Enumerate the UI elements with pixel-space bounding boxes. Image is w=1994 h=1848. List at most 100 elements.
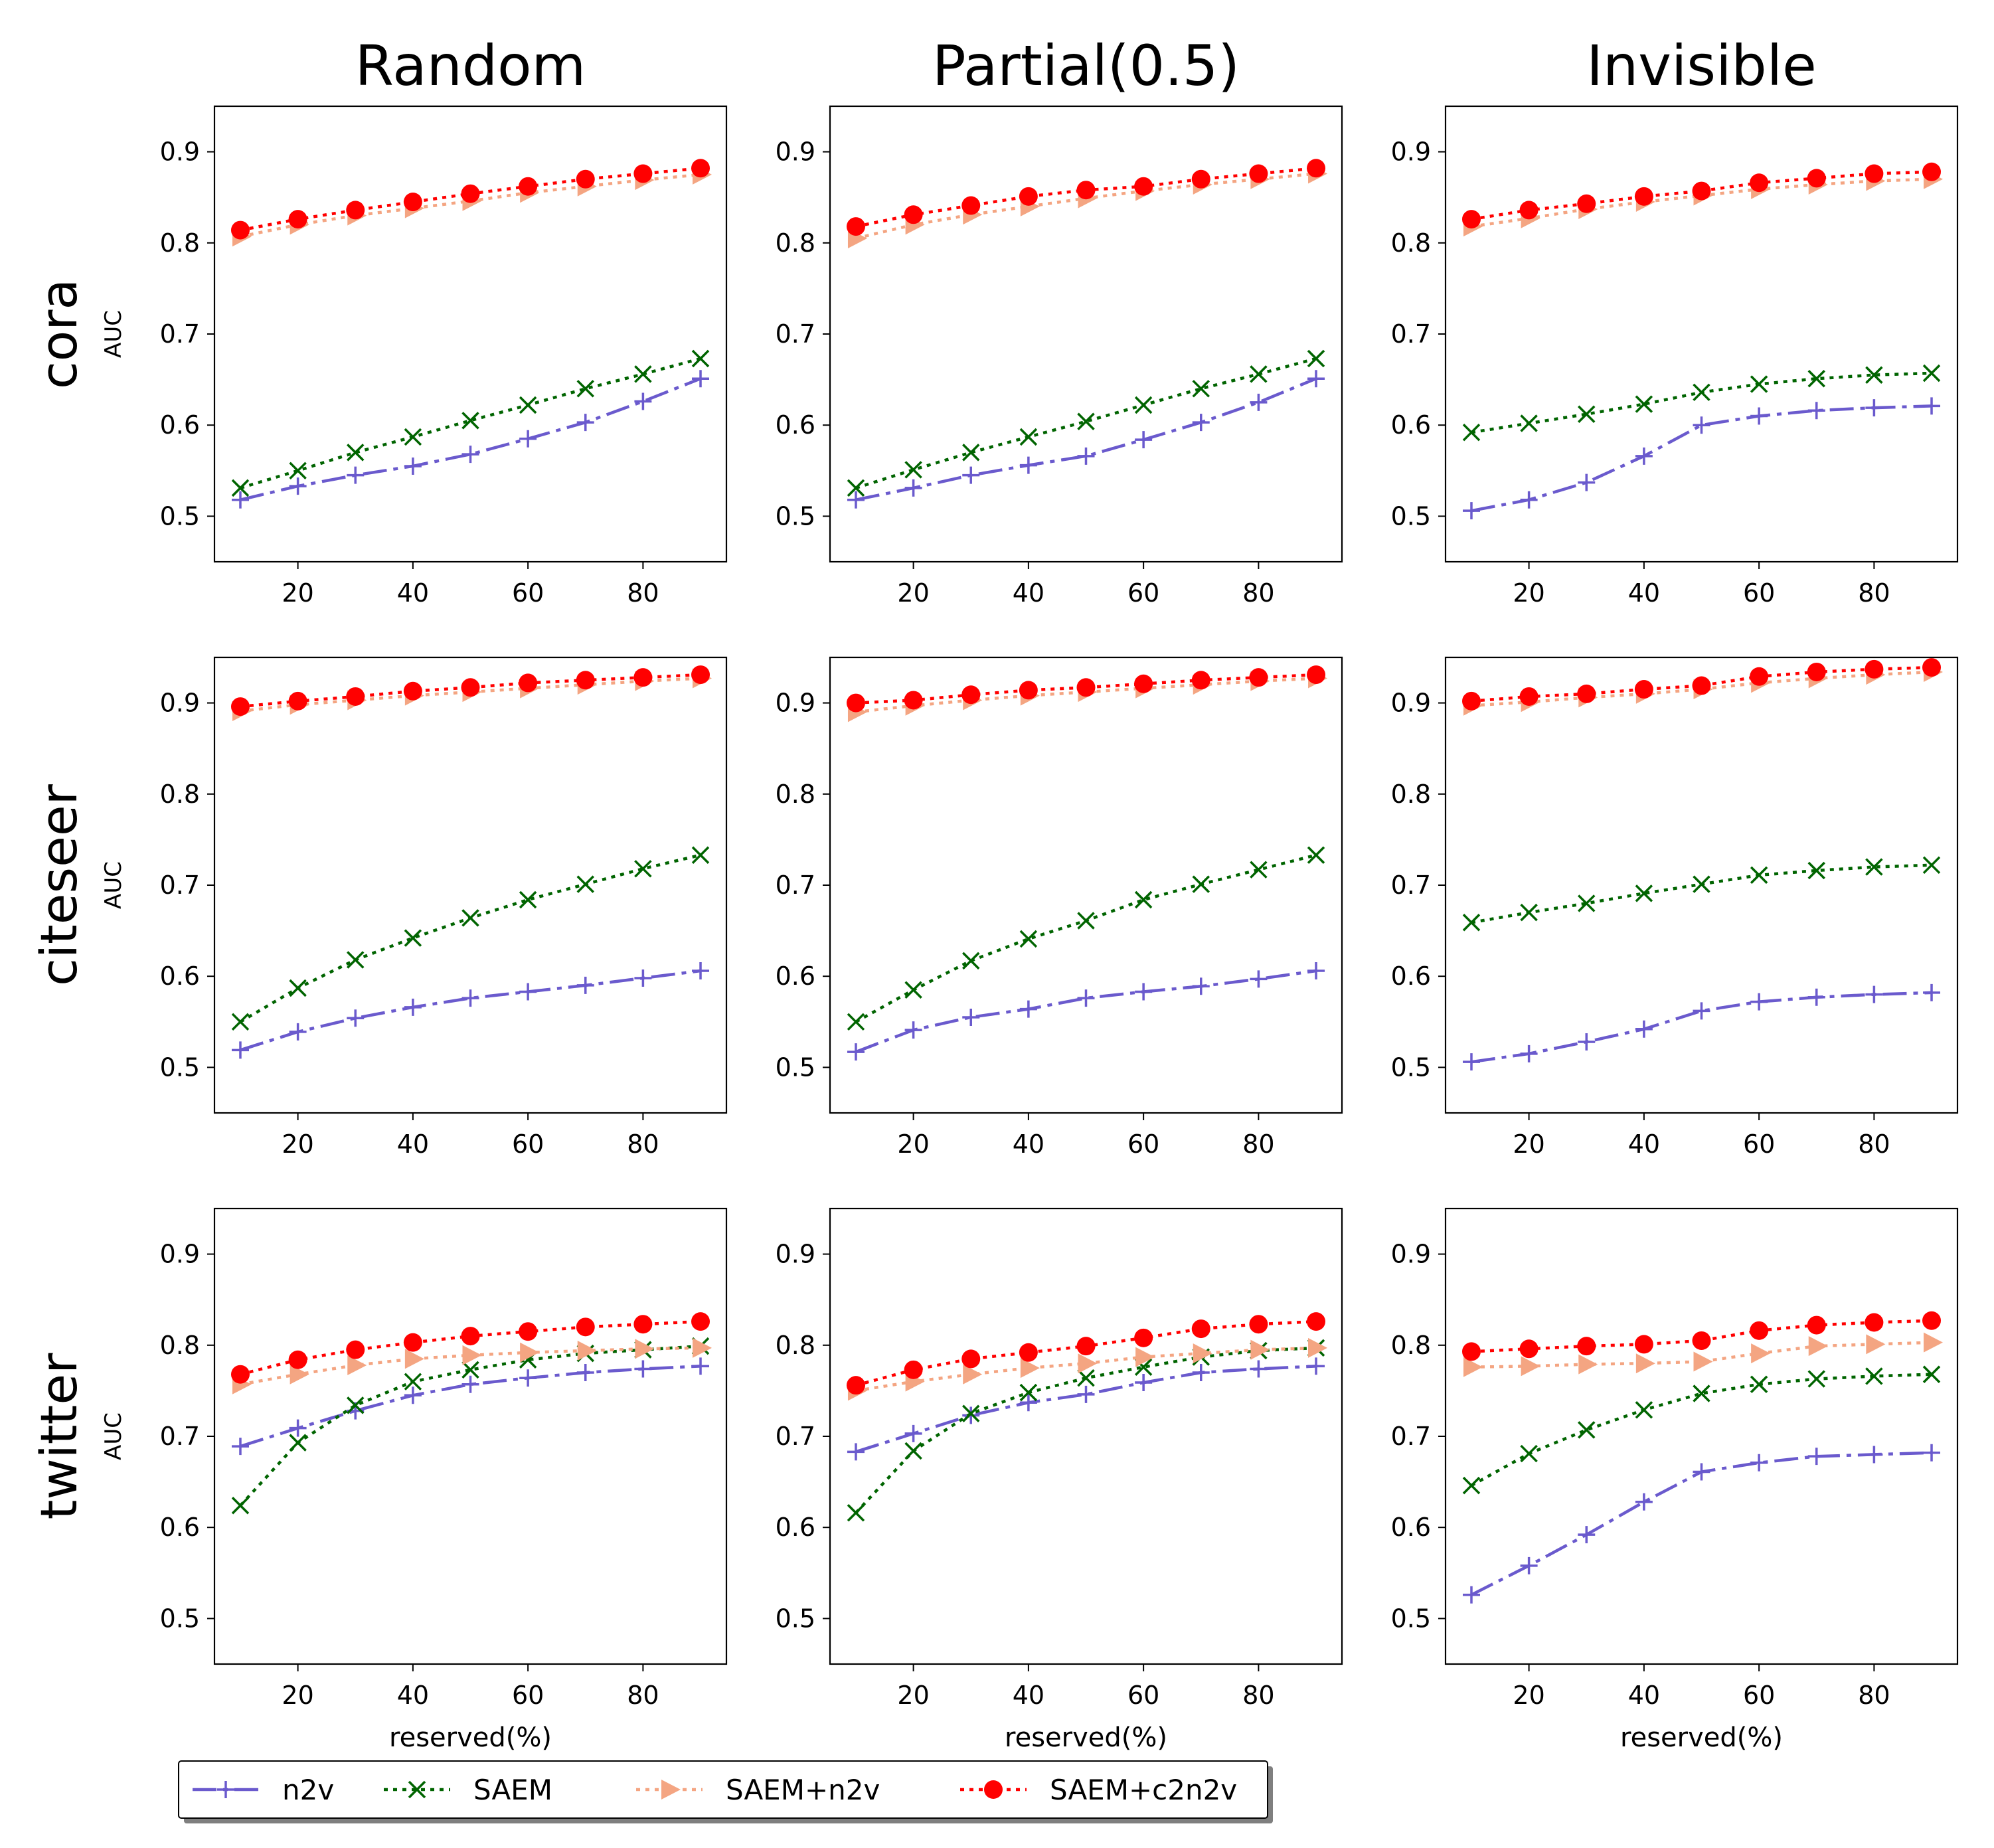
point-n2v [231, 491, 249, 509]
y-tick-label: 0.6 [776, 962, 815, 991]
panel-citeseer-0: 0.5 0.6 0.7 0.8 0.9 20 40 60 80 AUC [100, 656, 728, 1159]
y-tick-label: 0.8 [776, 1331, 815, 1360]
point-saem_c2n2v [846, 1376, 865, 1395]
point-n2v [1019, 1000, 1037, 1018]
point-n2v [1077, 1385, 1095, 1403]
point-saem_n2v [1866, 1334, 1886, 1355]
y-tick-label: 0.6 [160, 962, 200, 991]
point-saem_c2n2v [519, 177, 538, 196]
x-tick-label: 40 [397, 1681, 429, 1710]
y-tick-label: 0.6 [776, 410, 815, 440]
y-tick-label: 0.5 [160, 1604, 200, 1633]
point-saem_c2n2v [230, 697, 250, 716]
legend-label-n2v: n2v [282, 1774, 334, 1806]
point-n2v [692, 962, 710, 979]
point-saem_c2n2v [904, 1360, 923, 1379]
point-saem_c2n2v [1865, 164, 1884, 183]
column-title-1: Partial(0.5) [932, 33, 1240, 98]
point-n2v [461, 1375, 479, 1393]
y-tick-label: 0.9 [160, 137, 200, 167]
point-saem [1750, 375, 1768, 393]
point-saem_c2n2v [1191, 169, 1210, 189]
point-saem_c2n2v [633, 164, 653, 183]
point-saem_c2n2v [1134, 1328, 1153, 1347]
panel-cora-0: 0.5 0.6 0.7 0.8 0.9 20 40 60 80 AUC [100, 105, 728, 608]
x-tick-label: 80 [1858, 1130, 1890, 1159]
point-saem_c2n2v [346, 201, 365, 220]
y-tick-label: 0.5 [776, 501, 815, 531]
point-saem [1922, 856, 1941, 875]
legend-label-saem_n2v: SAEM+n2v [726, 1774, 880, 1806]
point-saem [289, 979, 307, 997]
point-saem [347, 1396, 365, 1414]
point-saem [519, 890, 537, 909]
point-saem [691, 349, 710, 368]
point-saem_c2n2v [403, 193, 422, 212]
series-line-saem_c2n2v [855, 673, 1317, 705]
point-n2v [634, 392, 652, 410]
point-saem [1462, 914, 1481, 932]
point-n2v [1019, 456, 1037, 474]
point-saem_c2n2v [633, 668, 653, 687]
point-n2v [1192, 1363, 1210, 1381]
point-saem_c2n2v [1307, 1312, 1326, 1331]
x-tick-label: 80 [1242, 1681, 1274, 1710]
point-saem_c2n2v [1865, 659, 1884, 679]
point-n2v [634, 969, 652, 987]
point-n2v [1520, 491, 1538, 509]
point-n2v [576, 976, 594, 994]
point-n2v [519, 430, 537, 448]
point-saem_n2v [1521, 1356, 1540, 1377]
point-n2v [1807, 988, 1825, 1006]
point-n2v [1578, 1526, 1596, 1544]
legend-marker-saem [408, 1780, 426, 1799]
point-saem_c2n2v [691, 1312, 710, 1331]
point-saem [1807, 369, 1825, 388]
x-tick-label: 40 [1013, 1130, 1044, 1159]
point-saem [962, 952, 980, 970]
series-line-saem_c2n2v [1471, 1319, 1932, 1353]
point-saem_c2n2v [403, 681, 422, 701]
legend-box [178, 1760, 1268, 1819]
legend-label-saem_c2n2v: SAEM+c2n2v [1050, 1774, 1237, 1806]
row-title-cora: cora [29, 279, 88, 389]
point-n2v [904, 1424, 922, 1442]
point-n2v [1693, 1002, 1710, 1020]
point-n2v [1250, 970, 1268, 988]
point-saem_c2n2v [961, 196, 981, 215]
y-tick-label: 0.6 [1391, 962, 1431, 991]
point-saem_c2n2v [961, 1349, 981, 1369]
series-line-n2v [855, 1365, 1317, 1454]
x-tick-label: 40 [397, 1130, 429, 1159]
point-saem [1077, 1369, 1095, 1387]
point-saem_c2n2v [1865, 1313, 1884, 1332]
point-n2v [289, 477, 307, 495]
point-saem [1250, 365, 1268, 383]
point-saem_c2n2v [633, 1315, 653, 1334]
point-n2v [461, 989, 479, 1007]
point-saem_c2n2v [1076, 181, 1096, 200]
point-saem [634, 860, 652, 878]
legend-entry-saem: SAEM [384, 1774, 552, 1806]
point-n2v [1578, 473, 1596, 491]
point-n2v [576, 1363, 594, 1381]
point-saem_c2n2v [1019, 1343, 1038, 1362]
point-saem [347, 951, 365, 969]
subplot-grid: 0.50.60.70.80.920 40 60 80AUC0.50.60.70.80.… [100, 105, 1959, 1753]
x-tick-label: 60 [1127, 1130, 1159, 1159]
point-saem_n2v [963, 1364, 983, 1385]
series-line-saem_n2v [855, 1346, 1317, 1392]
x-axis-label: reserved(%) [389, 1722, 552, 1753]
series-group [1461, 162, 1944, 520]
point-saem_c2n2v [1634, 680, 1653, 699]
point-saem [1077, 912, 1095, 930]
series-group [230, 1312, 712, 1515]
point-n2v [962, 1406, 980, 1424]
point-n2v [692, 1357, 710, 1375]
point-saem_c2n2v [1922, 658, 1942, 677]
point-saem_c2n2v [691, 159, 710, 178]
point-n2v [1520, 1556, 1538, 1574]
point-saem_c2n2v [846, 217, 865, 236]
x-tick-label: 40 [1628, 578, 1660, 608]
